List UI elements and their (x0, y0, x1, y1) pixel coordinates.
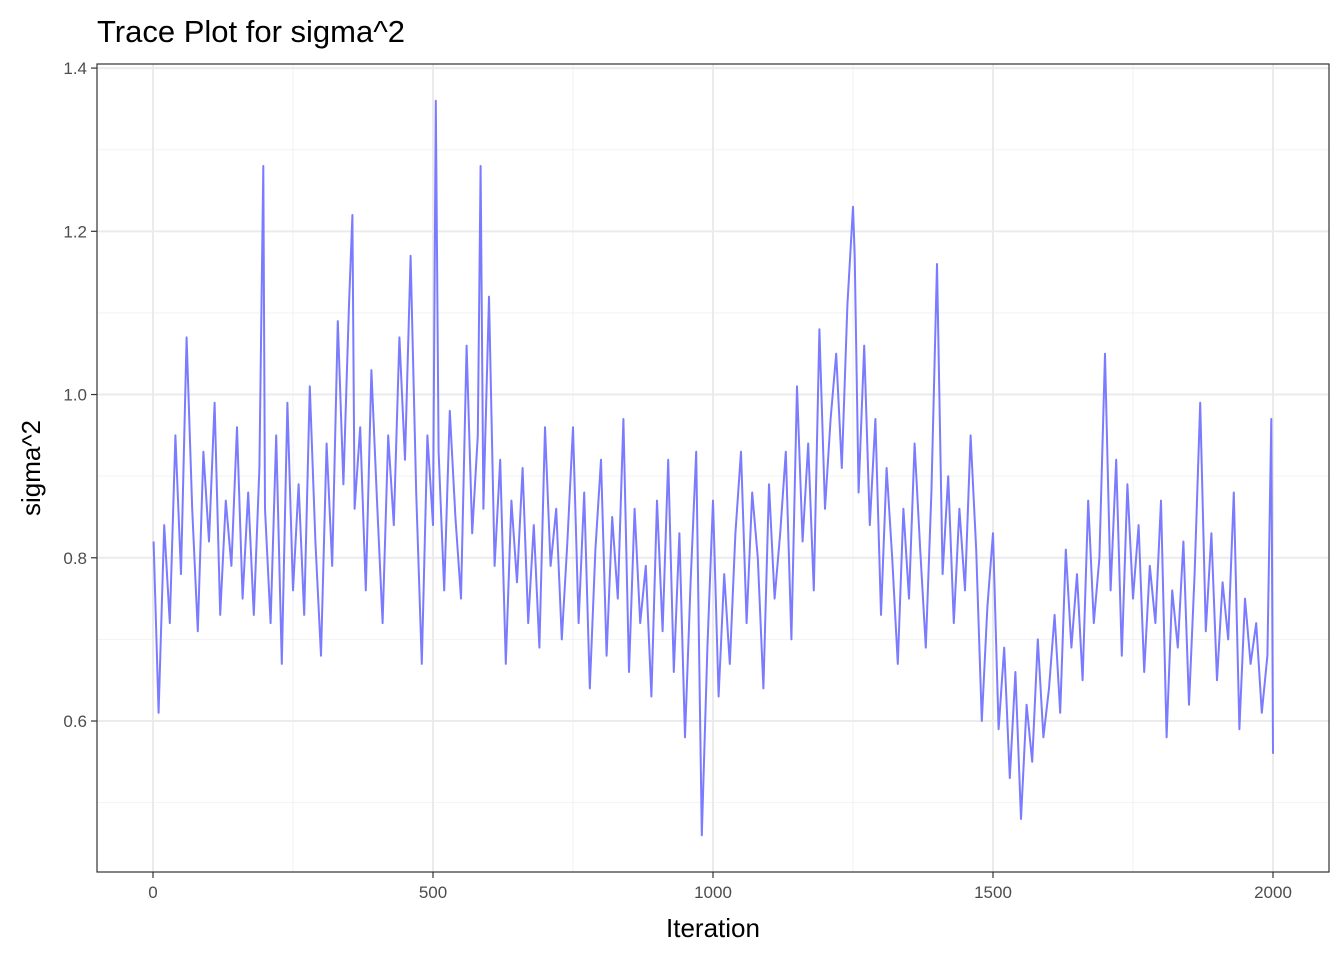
x-tick-label: 1500 (974, 883, 1012, 902)
y-tick-label: 1.2 (63, 222, 87, 241)
y-axis-title: sigma^2 (16, 420, 46, 516)
x-axis: 0 500 1000 1500 2000 (148, 872, 1292, 902)
chart-title: Trace Plot for sigma^2 (97, 14, 405, 49)
y-axis: 0.6 0.8 1.0 1.2 1.4 (63, 59, 97, 731)
x-tick-label: 500 (419, 883, 447, 902)
x-tick-label: 2000 (1254, 883, 1292, 902)
y-tick-label: 0.6 (63, 712, 87, 731)
y-tick-label: 0.8 (63, 549, 87, 568)
trace-line (152, 99, 1274, 837)
x-tick-label: 1000 (694, 883, 732, 902)
y-tick-label: 1.4 (63, 59, 87, 78)
x-axis-title: Iteration (666, 913, 760, 943)
series-group (152, 99, 1274, 837)
x-tick-label: 0 (148, 883, 157, 902)
y-tick-label: 1.0 (63, 386, 87, 405)
